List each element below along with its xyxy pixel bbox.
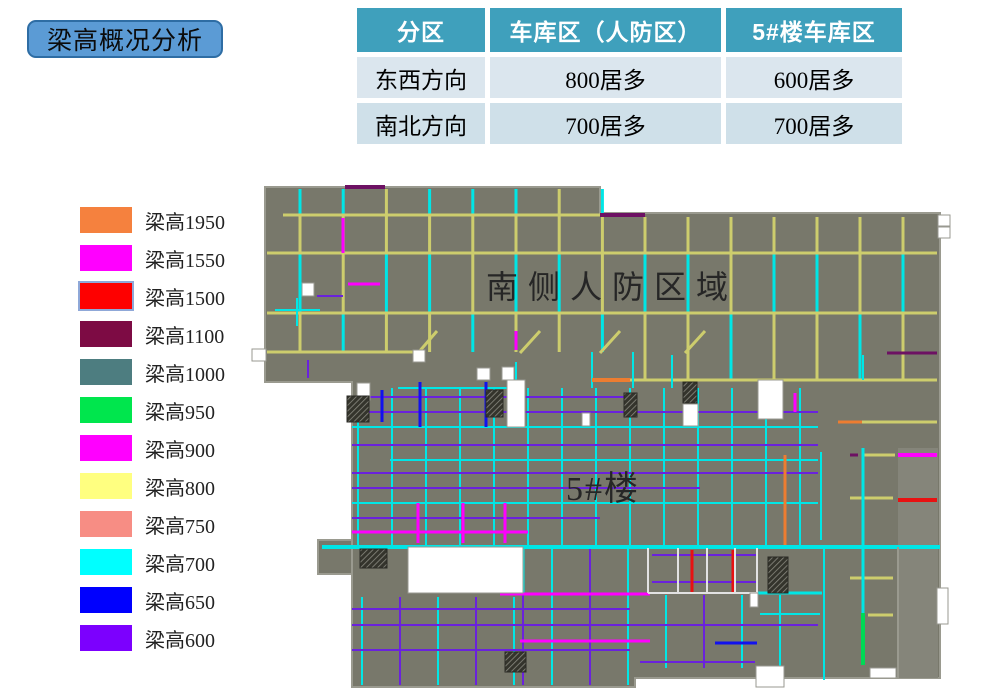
stair-block	[346, 395, 370, 423]
legend-swatch	[80, 321, 132, 347]
plan-label: 南侧人防区域	[486, 269, 738, 305]
legend-label: 梁高1950	[145, 211, 225, 234]
legend-item: 梁高1550	[80, 245, 225, 272]
legend-item: 梁高900	[80, 435, 225, 462]
table-cell: 东西方向	[357, 57, 485, 98]
plan-opening	[251, 348, 267, 362]
summary-table: 分区 车库区（人防区） 5#楼车库区 东西方向 800居多 600居多 南北方向 700居多 7…	[357, 8, 902, 144]
legend-swatch	[80, 397, 132, 423]
stair-block	[359, 548, 388, 569]
plan-opening	[869, 667, 897, 679]
plan-opening	[506, 379, 526, 428]
legend-swatch	[80, 587, 132, 613]
plan-opening	[757, 379, 784, 420]
legend-swatch	[80, 625, 132, 651]
legend-item: 梁高700	[80, 549, 225, 576]
legend-label: 梁高1000	[145, 363, 225, 386]
legend-label: 梁高600	[145, 629, 215, 652]
table-header-cell: 分区	[357, 8, 485, 52]
stair-block	[767, 556, 789, 594]
plan-opening	[412, 349, 426, 363]
table-cell: 700居多	[490, 103, 721, 144]
stair-block	[682, 381, 698, 404]
beam-segment	[416, 330, 439, 354]
legend-label: 梁高1100	[145, 325, 225, 348]
legend-item: 梁高1500	[78, 281, 225, 311]
table-cell: 800居多	[490, 57, 721, 98]
legend-label: 梁高700	[145, 553, 215, 576]
legend-label: 梁高750	[145, 515, 215, 538]
legend-item: 梁高950	[80, 397, 225, 424]
legend-label: 梁高1550	[145, 249, 225, 272]
stair-block	[504, 651, 527, 673]
legend-label: 梁高1500	[145, 287, 225, 310]
plan-opening	[937, 214, 951, 227]
plan-opening	[682, 403, 699, 427]
legend-label: 梁高900	[145, 439, 215, 462]
plan-opening	[476, 367, 491, 381]
legend-swatch	[80, 359, 132, 385]
legend-swatch	[80, 511, 132, 537]
table-cell: 700居多	[726, 103, 902, 144]
legend-item: 梁高1000	[80, 359, 225, 386]
legend-swatch	[80, 473, 132, 499]
stair-block	[623, 392, 638, 418]
beam-height-legend: 梁高1950 梁高1550 梁高1500 梁高1100 梁高1000 梁高950 梁高900…	[78, 207, 225, 663]
table-cell: 南北方向	[357, 103, 485, 144]
legend-label: 梁高800	[145, 477, 215, 500]
plan-opening	[749, 592, 759, 608]
plan-shade-band	[898, 448, 938, 678]
plan-opening	[301, 282, 315, 297]
beam-segment	[518, 329, 542, 355]
legend-swatch	[80, 435, 132, 461]
legend-swatch	[80, 549, 132, 575]
legend-label: 梁高950	[145, 401, 215, 424]
floor-plan-content: 南侧人防区域 5#楼	[251, 185, 951, 688]
stair-block	[485, 389, 504, 418]
beam-segment	[683, 329, 707, 355]
legend-item: 梁高800	[80, 473, 225, 500]
plan-opening	[755, 665, 785, 688]
beam-segment	[598, 329, 622, 355]
plan-opening	[501, 366, 515, 381]
legend-item: 梁高1950	[80, 207, 225, 234]
plan-opening	[937, 226, 951, 239]
legend-item: 梁高1100	[80, 321, 225, 348]
legend-swatch	[80, 207, 132, 233]
plan-label: 5#楼	[566, 470, 640, 508]
table-header-cell: 5#楼车库区	[726, 8, 902, 52]
legend-swatch	[80, 245, 132, 271]
legend-item: 梁高650	[80, 587, 225, 614]
plan-opening	[936, 587, 949, 625]
legend-label: 梁高650	[145, 591, 215, 614]
legend-swatch	[78, 281, 134, 311]
page-title: 梁高概况分析	[27, 20, 223, 58]
plan-opening	[407, 546, 524, 594]
table-header-cell: 车库区（人防区）	[490, 8, 721, 52]
table-cell: 600居多	[726, 57, 902, 98]
legend-item: 梁高600	[80, 625, 225, 652]
legend-item: 梁高750	[80, 511, 225, 538]
plan-opening	[581, 412, 591, 427]
